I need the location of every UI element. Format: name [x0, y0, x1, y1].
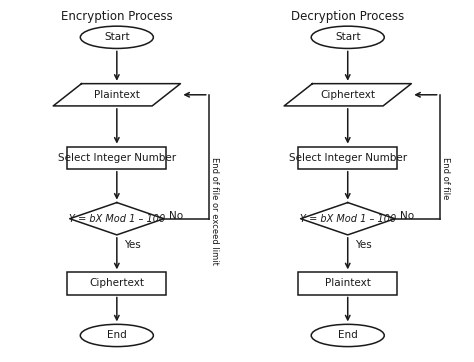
- Text: Start: Start: [104, 32, 130, 42]
- Text: Yes: Yes: [355, 240, 372, 250]
- Bar: [67, 272, 166, 295]
- Text: Start: Start: [335, 32, 361, 42]
- Text: Select Integer Number: Select Integer Number: [58, 153, 176, 163]
- Bar: [298, 147, 397, 169]
- Text: Decryption Process: Decryption Process: [291, 10, 404, 24]
- Text: No: No: [400, 211, 414, 221]
- Text: End of file: End of file: [441, 157, 450, 199]
- Text: Ciphertext: Ciphertext: [89, 278, 145, 289]
- Text: No: No: [169, 211, 183, 221]
- Text: Yes: Yes: [124, 240, 141, 250]
- Text: Plaintext: Plaintext: [325, 278, 371, 289]
- Text: Ciphertext: Ciphertext: [320, 90, 375, 100]
- Text: Select Integer Number: Select Integer Number: [289, 153, 407, 163]
- Text: Encryption Process: Encryption Process: [61, 10, 173, 24]
- Text: End: End: [107, 331, 127, 341]
- Bar: [298, 272, 397, 295]
- Bar: [67, 147, 166, 169]
- Text: End: End: [338, 331, 357, 341]
- Text: Plaintext: Plaintext: [94, 90, 140, 100]
- Text: Y = bX Mod 1 – 100: Y = bX Mod 1 – 100: [69, 214, 165, 224]
- Text: End of file or exceed limit: End of file or exceed limit: [210, 157, 219, 265]
- Text: Y = bX Mod 1 – 100: Y = bX Mod 1 – 100: [300, 214, 396, 224]
